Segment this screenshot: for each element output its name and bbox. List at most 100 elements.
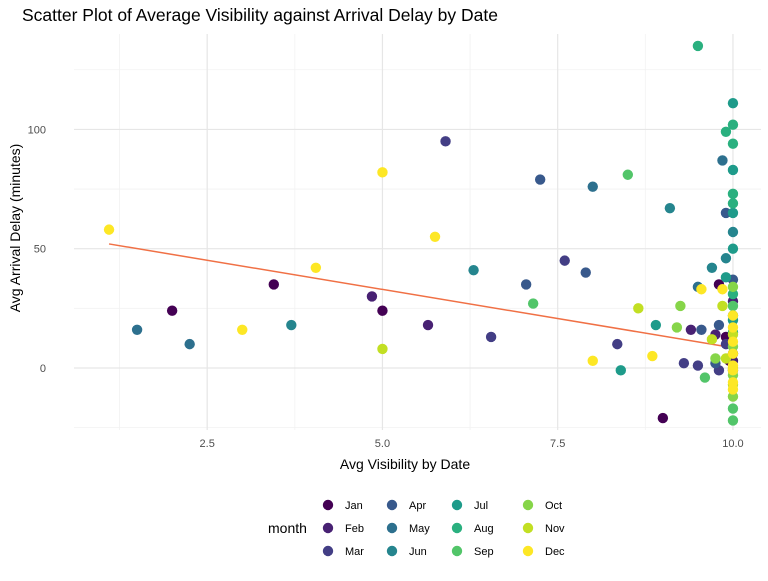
- data-point-aug: [727, 288, 739, 300]
- data-point-nov: [377, 343, 388, 355]
- legend-label-nov: Nov: [545, 523, 565, 535]
- data-point-apr: [534, 174, 546, 185]
- data-point-mar: [678, 358, 690, 369]
- x-axis-label: Avg Visibility by Date: [340, 456, 470, 472]
- grid-lines: [74, 34, 761, 430]
- legend-key-nov: [522, 522, 534, 534]
- legend-label-jul: Jul: [474, 500, 488, 512]
- data-point-dec: [696, 284, 707, 295]
- data-point-mar: [485, 331, 497, 343]
- data-point-jan: [166, 305, 178, 316]
- legend-title: month: [268, 520, 307, 536]
- legend: month Jan Feb Mar Apr May Jun Jul Aug Sep Oct Nov D…: [268, 499, 565, 558]
- data-point-nov: [706, 334, 718, 345]
- y-tick-label: 50: [34, 244, 46, 256]
- data-point-aug: [720, 126, 732, 138]
- data-point-dec: [717, 284, 728, 295]
- data-point-nov: [633, 303, 644, 314]
- data-point-may: [131, 324, 143, 336]
- x-tick-label: 5.0: [375, 438, 390, 450]
- data-point-may: [184, 338, 195, 350]
- data-point-mar: [612, 338, 623, 350]
- data-point-dec: [727, 348, 739, 359]
- data-point-jan: [377, 305, 388, 316]
- data-point-dec: [727, 336, 739, 347]
- data-point-sep: [699, 372, 711, 383]
- data-point-dec: [727, 322, 739, 333]
- data-point-sep: [727, 415, 739, 426]
- trend-line-layer: [108, 243, 734, 349]
- legend-key-mar: [322, 545, 334, 557]
- y-tick-label: 100: [28, 124, 46, 136]
- data-point-dec: [727, 365, 739, 376]
- legend-key-aug: [451, 522, 463, 534]
- data-point-jul: [727, 164, 739, 176]
- x-tick-label: 2.5: [200, 438, 215, 450]
- data-point-jun: [706, 262, 718, 273]
- data-point-apr: [520, 279, 532, 290]
- data-point-jun: [664, 202, 676, 214]
- data-point-dec: [377, 167, 388, 178]
- data-point-nov: [717, 300, 728, 312]
- data-point-oct: [710, 353, 721, 364]
- data-point-jul: [727, 207, 739, 219]
- data-point-jan: [268, 279, 279, 290]
- trend-line: [108, 243, 734, 349]
- data-point-dec: [310, 262, 322, 273]
- data-point-apr: [696, 324, 707, 336]
- data-point-may: [717, 155, 728, 166]
- legend-key-may: [386, 522, 398, 534]
- x-tick-label: 10.0: [722, 438, 743, 450]
- data-point-nov: [727, 329, 739, 340]
- data-point-sep: [622, 169, 634, 180]
- x-tick-label: 7.5: [550, 438, 565, 450]
- legend-label-jun: Jun: [409, 546, 427, 558]
- legend-key-sep: [451, 545, 463, 557]
- data-point-mar: [692, 360, 704, 371]
- data-point-aug: [727, 138, 739, 149]
- legend-key-oct: [522, 499, 534, 511]
- data-point-oct: [675, 300, 686, 312]
- legend-label-apr: Apr: [409, 500, 426, 512]
- data-point-jun: [286, 319, 297, 331]
- chart-title: Scatter Plot of Average Visibility again…: [22, 5, 498, 25]
- data-point-jun: [727, 226, 739, 238]
- data-point-oct: [727, 391, 739, 402]
- data-point-aug: [727, 198, 739, 209]
- legend-key-jul: [451, 499, 463, 511]
- data-point-apr: [713, 319, 725, 331]
- data-point-sep: [727, 403, 739, 414]
- data-point-feb: [366, 291, 378, 302]
- data-point-apr: [580, 267, 591, 278]
- data-point-dec: [103, 224, 115, 235]
- data-point-jun: [468, 264, 479, 276]
- data-point-jul: [727, 243, 739, 254]
- legend-label-sep: Sep: [474, 546, 494, 558]
- legend-key-dec: [522, 545, 534, 557]
- data-point-may: [587, 181, 598, 192]
- legend-key-apr: [386, 499, 398, 511]
- legend-key-jun: [386, 545, 398, 557]
- data-point-jul: [720, 272, 732, 283]
- data-point-dec: [587, 355, 598, 367]
- legend-label-aug: Aug: [474, 523, 494, 535]
- data-point-dec: [727, 384, 739, 395]
- data-point-jan: [657, 412, 669, 424]
- data-point-oct: [671, 322, 683, 333]
- data-point-feb: [422, 319, 434, 331]
- data-point-jul: [650, 319, 662, 331]
- legend-label-feb: Feb: [345, 523, 364, 535]
- y-tick-label: 0: [40, 363, 46, 375]
- data-point-mar: [440, 136, 451, 147]
- data-point-dec: [237, 324, 248, 336]
- legend-label-mar: Mar: [345, 546, 364, 558]
- legend-label-jan: Jan: [345, 500, 363, 512]
- legend-label-oct: Oct: [545, 500, 562, 512]
- data-point-mar: [559, 255, 570, 266]
- data-points: [103, 40, 739, 426]
- data-point-dec: [727, 377, 739, 388]
- legend-key-jan: [322, 499, 334, 511]
- data-point-jul: [727, 97, 739, 109]
- legend-key-feb: [322, 522, 334, 534]
